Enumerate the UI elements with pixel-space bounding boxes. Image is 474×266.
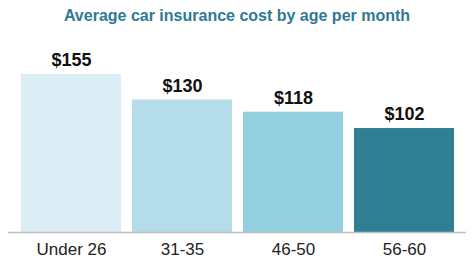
svg-text:$155: $155 [51,50,91,70]
svg-text:$130: $130 [162,76,202,96]
svg-text:$118: $118 [274,88,313,108]
svg-text:56-60: 56-60 [383,240,426,259]
svg-text:Under 26: Under 26 [37,240,107,259]
svg-text:$102: $102 [384,104,424,124]
html-text:Average car insurance cost by: Average car insurance cost by age per mo… [63,7,411,24]
svg-text:46-50: 46-50 [272,240,315,259]
svg-text:31-35: 31-35 [161,240,204,259]
